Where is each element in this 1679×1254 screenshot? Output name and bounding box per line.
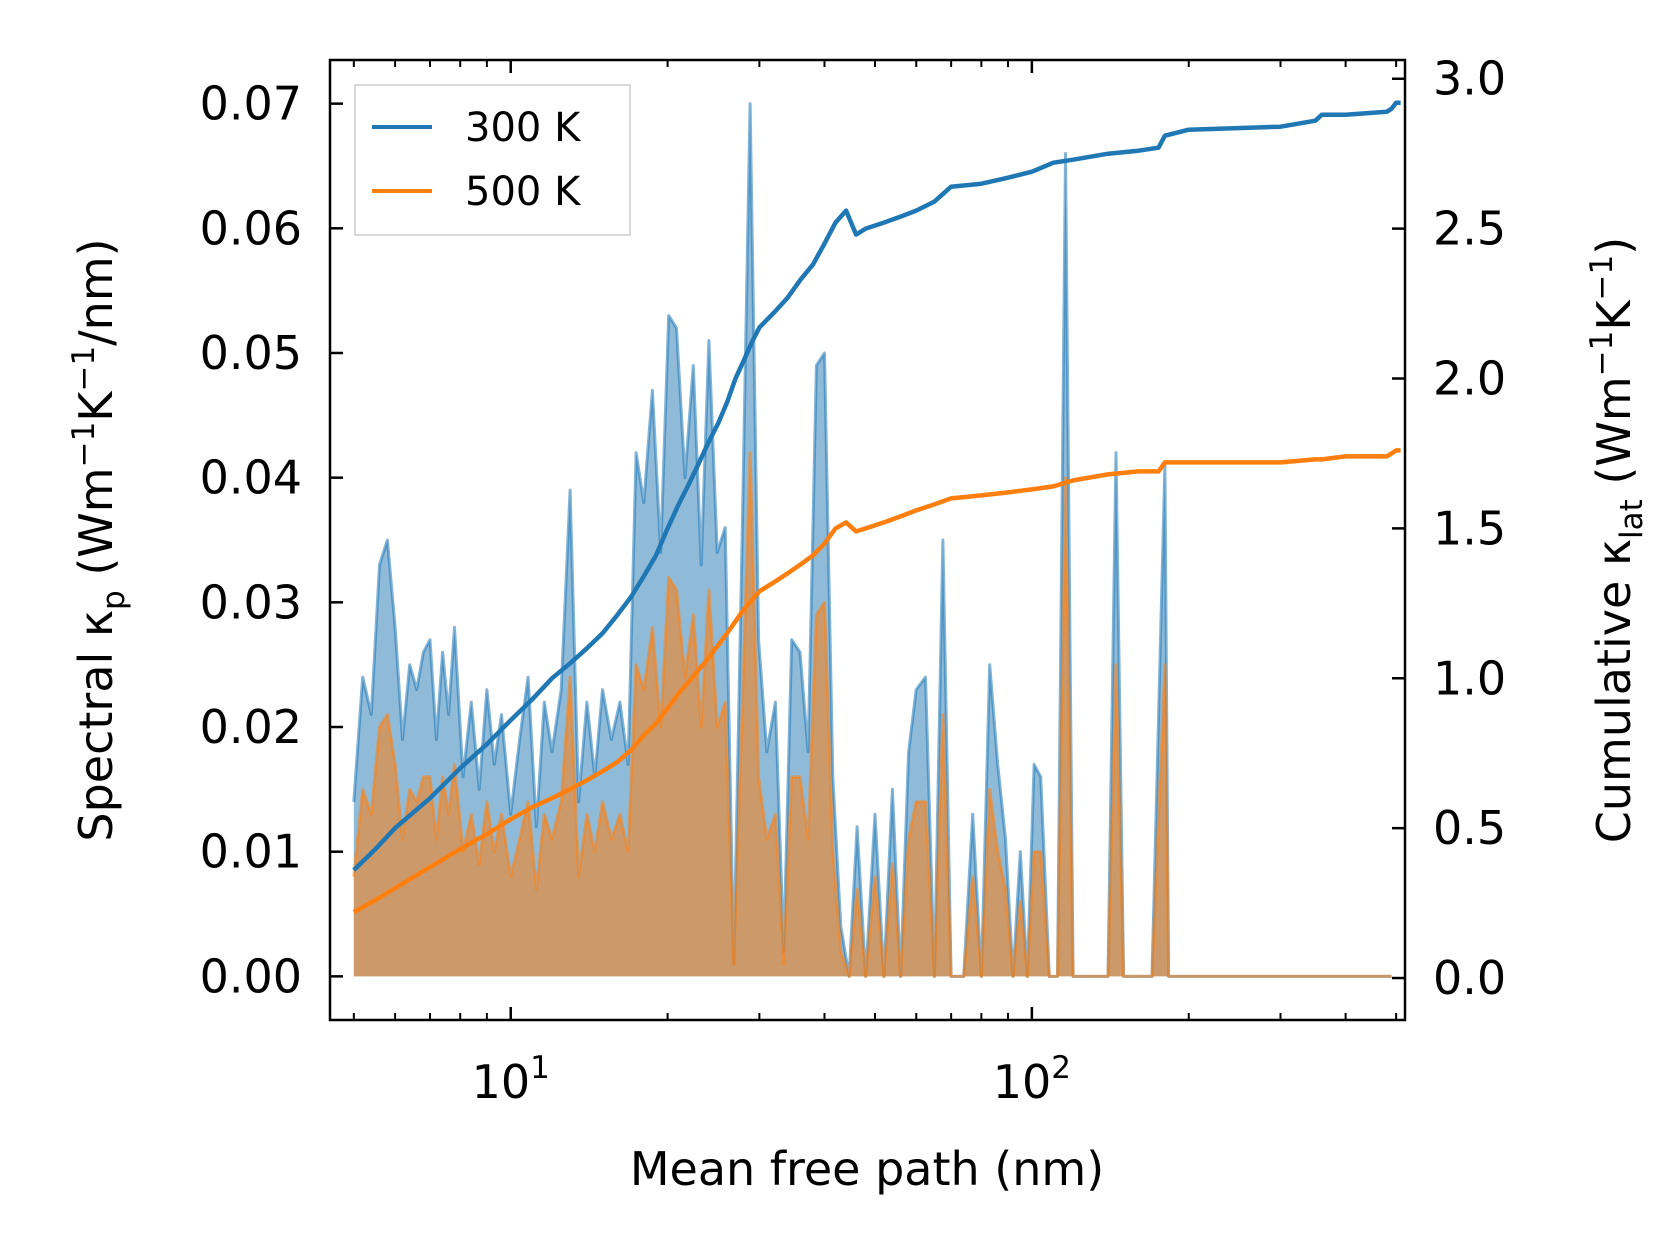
y-right-tick-label: 0.5: [1433, 801, 1506, 855]
y-left-tick-label: 0.05: [200, 326, 302, 380]
y-axis-right-title: Cumulative κlat (Wm−1K−1): [1584, 237, 1650, 843]
y-right-tick-label: 0.0: [1433, 951, 1506, 1005]
y-right-tick-label: 2.0: [1433, 352, 1506, 406]
y-axis-left-title: Spectral κp (Wm−1K−1/nm): [66, 238, 132, 841]
legend: 300 K 500 K: [354, 84, 631, 236]
spectral-line-300k: [352, 102, 1392, 978]
x-tick-label: 101: [472, 1050, 550, 1109]
x-axis-title: Mean free path (nm): [630, 1142, 1104, 1196]
ticks-layer: 0.00 0.01 0.02 0.03 0.04 0.05 0.06 0.07 0.0 0.5 1.…: [200, 52, 1507, 1109]
spectral-area-500k: [353, 452, 1392, 977]
y-right-tick-label: 2.5: [1433, 202, 1506, 256]
y-left-tick-label: 0.07: [200, 77, 302, 131]
y-left-tick-label: 0.00: [200, 949, 302, 1003]
y-left-tick-label: 0.01: [200, 825, 302, 879]
y-right-tick-label: 1.0: [1433, 651, 1506, 705]
y-left-tick-label: 0.04: [200, 451, 302, 505]
x-tick-label: 102: [993, 1050, 1071, 1109]
legend-label-500k: 500 K: [465, 169, 582, 215]
y-left-tick-label: 0.03: [200, 575, 302, 629]
series-layer: [352, 100, 1401, 978]
y-left-tick-label: 0.06: [200, 201, 302, 255]
legend-box: [354, 84, 631, 236]
legend-label-300k: 300 K: [465, 105, 582, 151]
y-left-tick-label: 0.02: [200, 700, 302, 754]
y-right-tick-label: 3.0: [1433, 52, 1506, 106]
cumulative-line-300k: [352, 100, 1401, 872]
y-right-tick-label: 1.5: [1433, 501, 1506, 555]
plot-frame: [328, 58, 1407, 1022]
spectral-line-500k: [352, 451, 1392, 978]
cumulative-line-500k: [352, 448, 1401, 915]
spectral-area-300k: [353, 103, 1392, 977]
